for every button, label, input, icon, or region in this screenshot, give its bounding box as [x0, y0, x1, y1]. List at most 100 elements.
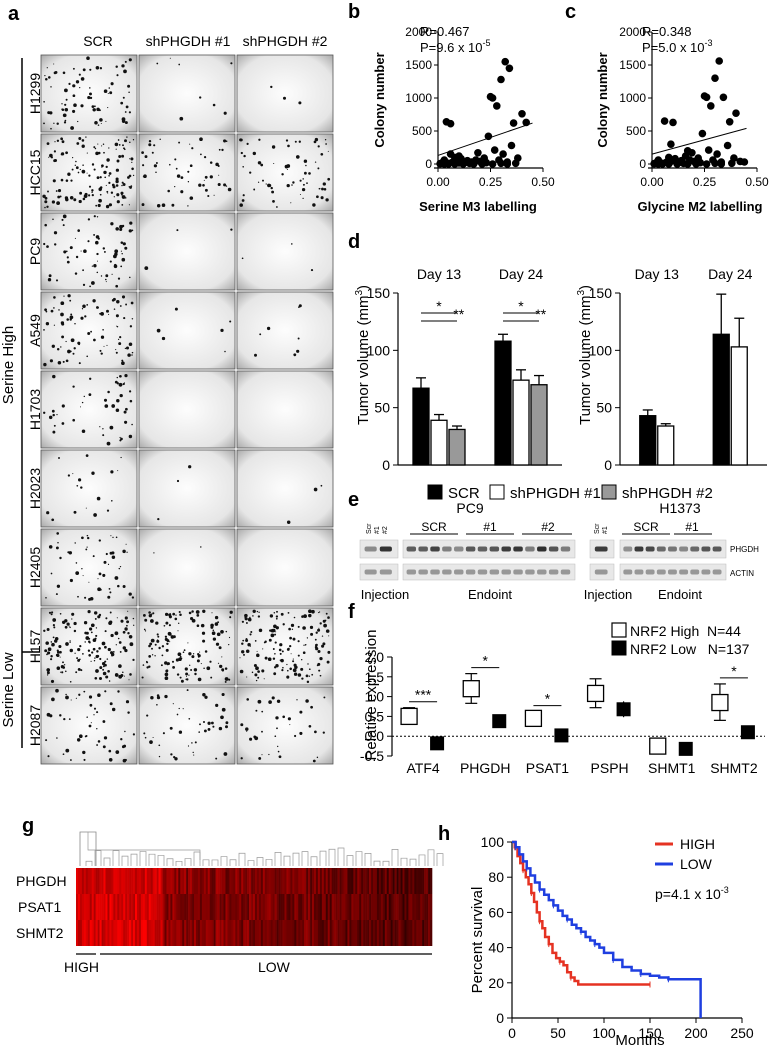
colony-dot — [48, 545, 53, 549]
colony-dot — [142, 176, 144, 178]
colony-dot — [128, 635, 133, 639]
colony-dot — [250, 630, 253, 634]
heatmap-cell — [400, 868, 403, 894]
blot-band-actin — [477, 569, 488, 575]
colony-dot — [127, 176, 130, 179]
colony-dot — [220, 629, 224, 634]
colony-dot — [131, 596, 135, 599]
heatmap-cell — [99, 868, 102, 894]
heatmap-cell — [160, 920, 163, 946]
dendrogram-branch — [130, 853, 138, 866]
heatmap-cell — [150, 868, 154, 894]
heatmap-cell — [109, 868, 112, 894]
bar-scr — [412, 387, 430, 466]
colony-dot — [129, 276, 131, 279]
heatmap-cell — [359, 894, 362, 920]
colony-dot — [121, 181, 124, 184]
heatmap-cell — [138, 894, 142, 920]
heatmap-cell — [93, 894, 96, 920]
colony-dot — [290, 202, 292, 204]
colony-dot — [156, 695, 161, 700]
heatmap-cell — [201, 920, 205, 946]
colony-dot — [55, 279, 59, 282]
panel-c-point — [704, 146, 713, 154]
colony-dot — [294, 734, 297, 738]
dendrogram-branch — [175, 860, 183, 866]
panel-b-point — [459, 160, 468, 168]
heatmap-cell — [195, 894, 199, 920]
heatmap-cell — [156, 868, 159, 894]
panel-h-xlabel: Months — [615, 1032, 664, 1049]
heatmap-cell — [345, 894, 348, 920]
colony-dot — [61, 218, 64, 221]
colony-dot — [297, 640, 300, 643]
heatmap-cell — [245, 894, 248, 920]
colony-dot — [194, 672, 197, 676]
colony-dot — [82, 68, 86, 72]
colony-dot — [178, 707, 180, 710]
colony-dot — [69, 648, 74, 653]
blot-band-phgdh — [406, 546, 417, 552]
colony-dot — [109, 91, 113, 95]
colony-dot — [51, 409, 55, 413]
colony-dot — [110, 633, 114, 638]
panel-h-x-tick-label: 50 — [550, 1025, 566, 1041]
colony-dot — [87, 649, 91, 652]
colony-dot — [99, 657, 102, 661]
colony-dot — [224, 680, 227, 683]
heatmap-cell — [182, 894, 185, 920]
heatmap-cell — [249, 920, 252, 946]
colony-dot — [105, 204, 110, 209]
colony-dot — [322, 731, 325, 734]
colony-dot — [131, 318, 134, 320]
colony-dot — [93, 338, 96, 342]
heatmap-cell — [77, 868, 81, 894]
heatmap-cell — [148, 920, 152, 946]
heatmap-cell — [396, 920, 399, 946]
panel-b-point — [505, 64, 514, 73]
colony-dot — [270, 85, 273, 89]
colony-dot — [47, 647, 52, 652]
colony-dot — [246, 676, 248, 678]
heatmap-cell — [331, 868, 334, 894]
heatmap-cell — [323, 920, 327, 946]
heatmap-cell — [225, 868, 228, 894]
colony-dot — [122, 96, 125, 99]
colony-dot — [291, 628, 294, 630]
colony-dot — [105, 274, 109, 278]
colony-dot — [211, 631, 216, 636]
dendrogram-branch — [238, 852, 246, 866]
panel-c-p-value: P=5.0 x 10-3 — [642, 38, 713, 55]
colony-dot — [150, 613, 153, 615]
colony-dot — [292, 668, 297, 673]
colony-dot — [191, 618, 196, 623]
panel-c-point — [713, 150, 721, 158]
colony-dot — [107, 563, 110, 566]
heatmap-cell — [365, 894, 368, 920]
colony-dot — [79, 658, 81, 661]
heatmap-row-shmt2: SHMT2 — [16, 925, 64, 941]
heatmap-cell — [392, 920, 395, 946]
heatmap-cell — [380, 920, 384, 946]
colony-dot — [46, 142, 50, 145]
colony-dot — [113, 264, 118, 269]
heatmap-cell — [186, 920, 189, 946]
colony-dot — [66, 318, 69, 321]
colony-dot — [298, 101, 302, 105]
heatmap-cell — [178, 868, 181, 894]
panel-c-point — [692, 160, 700, 168]
colony-dot — [302, 626, 306, 630]
colony-dot — [221, 656, 223, 658]
heatmap-cell — [392, 868, 395, 894]
colony-dot — [98, 647, 101, 650]
colony-well-h1299-0 — [40, 54, 138, 133]
colony-dot — [81, 308, 84, 310]
colony-dot — [306, 182, 308, 184]
colony-dot — [87, 96, 91, 100]
colony-dot — [66, 256, 69, 259]
box-marker-nrf2-high — [586, 684, 605, 703]
colony-dot — [246, 142, 249, 145]
colony-dot — [111, 500, 113, 502]
heatmap-cell — [292, 920, 295, 946]
colony-dot — [67, 349, 71, 354]
